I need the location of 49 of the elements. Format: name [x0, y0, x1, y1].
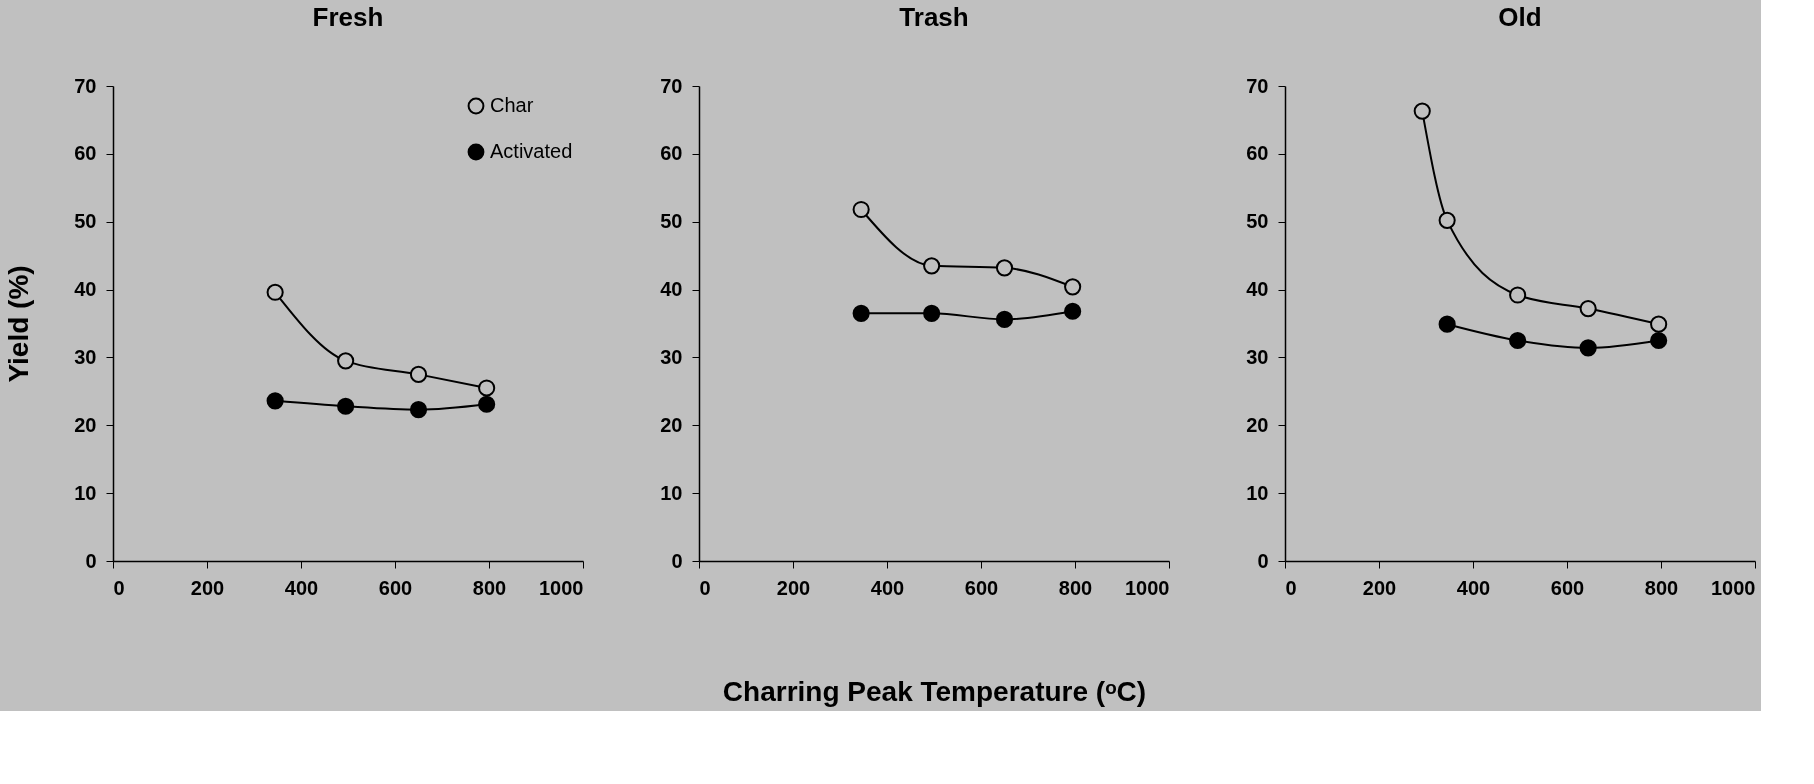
- y-tick-label: 40: [74, 278, 97, 301]
- y-tick-label: 0: [671, 549, 683, 572]
- y-tick-label: 30: [74, 345, 97, 368]
- x-tick-label: 1000: [1711, 576, 1756, 599]
- x-tick-label: 600: [1550, 576, 1585, 599]
- y-tick-label: 60: [1246, 142, 1269, 165]
- x-tick-label: 600: [378, 576, 413, 599]
- y-tick-label: 30: [1246, 345, 1269, 368]
- y-tick-label: 50: [1246, 210, 1269, 233]
- x-tick-label: 0: [699, 576, 711, 599]
- x-tick-label: 800: [472, 576, 507, 599]
- x-tick-label: 600: [964, 576, 999, 599]
- y-axis-title: Yield (%): [3, 265, 35, 383]
- y-tick-label: 40: [1246, 278, 1269, 301]
- x-tick-label: 800: [1058, 576, 1093, 599]
- y-tick-label: 70: [660, 74, 683, 97]
- x-tick-label: 200: [190, 576, 225, 599]
- y-tick-label: 10: [74, 481, 97, 504]
- y-tick-label: 70: [1246, 74, 1269, 97]
- x-tick-label: 400: [284, 576, 319, 599]
- y-tick-label: 20: [74, 413, 97, 436]
- y-tick-label: 10: [660, 481, 683, 504]
- y-tick-label: 50: [660, 210, 683, 233]
- legend-label: Activated: [490, 140, 573, 162]
- y-tick-label: 30: [660, 345, 683, 368]
- y-tick-label: 40: [660, 278, 683, 301]
- x-tick-label: 0: [113, 576, 125, 599]
- y-tick-label: 50: [74, 210, 97, 233]
- x-tick-label: 0: [1285, 576, 1297, 599]
- x-axis-title: Charring Peak Temperature (ᵒC): [722, 675, 1147, 707]
- y-tick-label: 0: [1257, 549, 1269, 572]
- x-tick-label: 1000: [539, 576, 584, 599]
- y-tick-label: 70: [74, 74, 97, 97]
- y-tick-label: 20: [660, 413, 683, 436]
- chart-title: Trash: [899, 2, 969, 32]
- y-tick-label: 60: [74, 142, 97, 165]
- x-tick-label: 400: [1456, 576, 1491, 599]
- x-tick-label: 400: [870, 576, 905, 599]
- chart-title: Old: [1498, 2, 1542, 32]
- y-tick-label: 60: [660, 142, 683, 165]
- legend-label: Char: [490, 94, 534, 116]
- y-tick-label: 0: [85, 549, 97, 572]
- x-tick-label: 200: [776, 576, 811, 599]
- y-tick-label: 10: [1246, 481, 1269, 504]
- x-tick-label: 1000: [1125, 576, 1170, 599]
- y-tick-label: 20: [1246, 413, 1269, 436]
- x-tick-label: 800: [1644, 576, 1679, 599]
- chart-title: Fresh: [312, 2, 384, 32]
- x-tick-label: 200: [1362, 576, 1397, 599]
